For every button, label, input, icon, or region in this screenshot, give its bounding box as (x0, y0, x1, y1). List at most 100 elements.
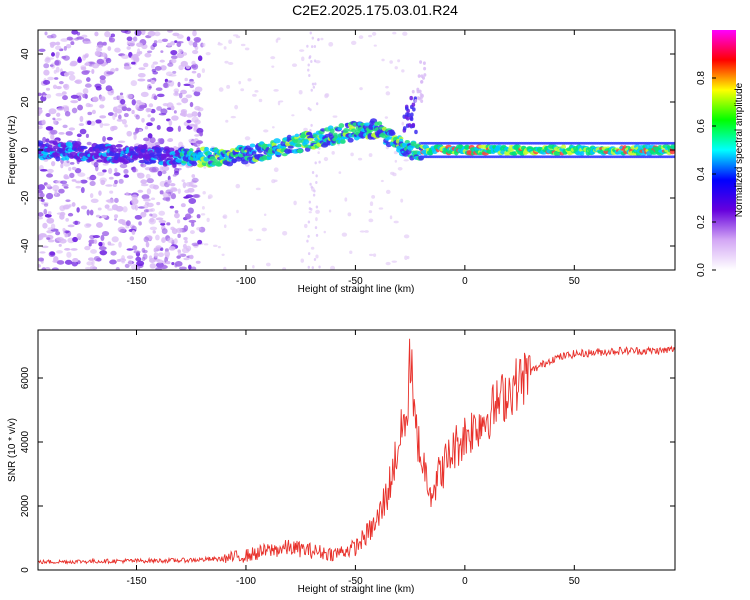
spectrogram-cell (402, 31, 408, 36)
spectrogram-cell (340, 139, 346, 144)
spectrogram-cell (86, 141, 92, 146)
spectrogram-cell (115, 266, 120, 270)
spectrogram-cell (358, 35, 364, 40)
spectrogram-cell (87, 111, 93, 116)
spectrogram-cell (46, 173, 54, 178)
spectrogram-cell (401, 69, 405, 73)
spectrogram-cell (84, 245, 91, 251)
spectrogram-cell (105, 57, 112, 64)
snr-panel: -150 -100 -50 0 50 0 2000 4000 6000 Height of st… (7, 329, 676, 595)
spectrogram-cell (143, 137, 150, 142)
spectrogram-cell (108, 243, 115, 246)
spectrogram-cell (118, 218, 125, 224)
spectrogram-cell (135, 127, 139, 134)
spectrogram-cell (174, 210, 179, 214)
spectrogram-cell (310, 88, 313, 92)
spectrogram-cell (83, 70, 91, 73)
spectrogram-cell (77, 172, 86, 177)
spectrogram-cell (259, 141, 265, 145)
spectrogram-cell (119, 163, 128, 169)
spectrogram-cell (149, 184, 157, 189)
spectrogram-cell (249, 143, 256, 148)
spectrogram-cell (315, 233, 319, 237)
spectrogram-cell (115, 105, 122, 110)
spectrogram-cell (187, 207, 194, 214)
spectrogram-cell (381, 58, 385, 62)
spectrogram-cell (78, 123, 85, 126)
spectrogram-cell (65, 217, 69, 222)
spectrogram-cell (156, 201, 161, 206)
spectrogram-cell (110, 250, 117, 256)
snr-y-tick-label: 2000 (20, 494, 31, 517)
spectrogram-cell (295, 143, 302, 147)
spectrogram-cell (106, 198, 115, 204)
spectrogram-cell (188, 148, 194, 152)
spectrogram-cell (152, 230, 156, 234)
spectrogram-cell (273, 138, 281, 144)
spectrogram-cell (312, 193, 316, 197)
spectrogram-cell (102, 169, 107, 173)
spectrogram-cell (158, 252, 164, 258)
spectrogram-cell (306, 44, 309, 48)
spectrogram-cell (318, 265, 321, 269)
spectrogram-cell (154, 142, 161, 146)
spectrogram-cell (181, 179, 185, 183)
spectrogram-cell (94, 50, 101, 57)
spectrogram-cell (149, 217, 155, 223)
spectrogram-cell (46, 217, 55, 224)
spectrogram-cell (137, 78, 146, 82)
spectrogram-cell (38, 108, 43, 115)
spectrogram-cell (213, 244, 218, 248)
spectrogram-cell (173, 110, 177, 114)
spectrogram-cell (152, 42, 157, 48)
spectrogram-cell (42, 94, 46, 98)
spectrogram-cell (53, 256, 59, 263)
spectrogram-cell (95, 119, 102, 124)
spectrogram-y-tick-label: 0 (20, 147, 31, 153)
spectrogram-cell (141, 256, 146, 261)
spectrogram-cell (74, 79, 83, 85)
spectrogram-cell (168, 246, 176, 251)
spectrogram-cell (191, 174, 196, 178)
spectrogram-cell (176, 34, 184, 39)
spectrogram-cell (99, 250, 108, 256)
spectrogram-cell (119, 103, 127, 107)
spectrogram-cell (55, 92, 64, 97)
spectrogram-cell (205, 52, 211, 56)
spectrogram-cell (47, 239, 55, 243)
spectrogram-cell (182, 243, 187, 249)
spectrogram-cell (161, 170, 167, 175)
spectrogram-cell (369, 201, 374, 207)
spectrogram-cell (338, 171, 342, 174)
spectrogram-cell (159, 166, 164, 173)
spectrogram-cell (167, 138, 174, 142)
spectrogram-cell (38, 184, 46, 191)
spectrogram-cell (230, 115, 237, 119)
spectrogram-cell (91, 109, 96, 115)
spectrogram-cell (88, 239, 96, 244)
spectrogram-cell (197, 55, 203, 62)
spectrogram-cell (64, 233, 69, 238)
spectrogram-cell (368, 218, 374, 223)
spectrogram-cell (71, 30, 78, 35)
snr-x-label: Height of straight line (km) (298, 584, 415, 595)
spectrogram-cell (359, 230, 366, 233)
spectrogram-cell (146, 188, 152, 195)
spectrogram-cell (66, 43, 72, 49)
spectrogram-cell (92, 96, 99, 103)
spectrogram-cell (81, 34, 88, 38)
spectrogram-cell (147, 50, 153, 54)
spectrogram-cell (38, 212, 44, 217)
spectrogram-cell (158, 220, 167, 224)
spectrogram-cell (148, 166, 157, 173)
spectrogram-cell (85, 40, 92, 44)
spectrogram-cell (143, 209, 149, 213)
spectrogram-cell (94, 31, 99, 37)
spectrogram-cell (145, 241, 150, 248)
spectrogram-cell (217, 41, 221, 45)
spectrogram-cell (151, 213, 158, 219)
spectrogram-cell (270, 56, 276, 60)
spectrogram-cell (307, 234, 310, 238)
spectrogram-cell (138, 221, 142, 226)
spectrogram-cell (102, 136, 106, 143)
